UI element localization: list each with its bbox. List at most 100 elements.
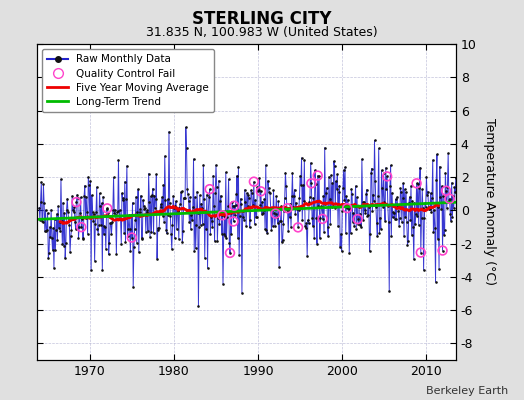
Point bbox=[139, 197, 147, 203]
Point bbox=[380, 199, 388, 205]
Point bbox=[150, 192, 158, 199]
Point bbox=[390, 210, 398, 216]
Point bbox=[311, 167, 319, 174]
Point bbox=[132, 194, 140, 200]
Point bbox=[328, 180, 336, 186]
Point bbox=[247, 190, 256, 196]
Point bbox=[205, 186, 214, 192]
Point bbox=[237, 200, 245, 207]
Point bbox=[263, 227, 271, 234]
Point bbox=[387, 233, 396, 240]
Point bbox=[162, 227, 170, 233]
Point bbox=[406, 217, 414, 224]
Point bbox=[95, 222, 103, 228]
Point bbox=[83, 208, 91, 215]
Point bbox=[421, 204, 430, 210]
Point bbox=[436, 194, 445, 200]
Point bbox=[71, 219, 79, 225]
Point bbox=[220, 213, 228, 219]
Point bbox=[125, 212, 133, 219]
Point bbox=[282, 183, 290, 190]
Point bbox=[49, 225, 58, 231]
Point bbox=[377, 226, 385, 232]
Point bbox=[279, 220, 288, 227]
Point bbox=[361, 206, 369, 213]
Point bbox=[72, 199, 81, 205]
Point bbox=[238, 208, 247, 214]
Point bbox=[344, 196, 352, 203]
Point bbox=[104, 251, 113, 258]
Point bbox=[99, 193, 107, 200]
Point bbox=[402, 189, 410, 195]
Point bbox=[84, 174, 93, 180]
Point bbox=[280, 195, 289, 202]
Point bbox=[118, 190, 126, 196]
Point bbox=[72, 199, 81, 205]
Point bbox=[347, 186, 356, 192]
Point bbox=[54, 203, 62, 210]
Point bbox=[193, 210, 202, 216]
Point bbox=[67, 233, 75, 239]
Point bbox=[394, 202, 402, 209]
Point bbox=[343, 205, 352, 211]
Point bbox=[351, 203, 359, 210]
Point bbox=[193, 188, 201, 195]
Point bbox=[166, 200, 174, 206]
Point bbox=[359, 216, 367, 223]
Point bbox=[218, 212, 226, 218]
Point bbox=[203, 265, 212, 271]
Point bbox=[194, 303, 203, 309]
Point bbox=[454, 210, 463, 216]
Point bbox=[389, 209, 398, 215]
Point bbox=[133, 209, 141, 216]
Point bbox=[121, 239, 129, 245]
Point bbox=[36, 198, 45, 205]
Point bbox=[254, 188, 262, 194]
Point bbox=[86, 178, 95, 184]
Point bbox=[87, 267, 95, 273]
Point bbox=[179, 228, 187, 234]
Point bbox=[39, 219, 47, 225]
Point bbox=[307, 160, 315, 166]
Point bbox=[445, 196, 453, 203]
Point bbox=[75, 224, 83, 230]
Point bbox=[447, 180, 456, 186]
Text: STERLING CITY: STERLING CITY bbox=[192, 10, 332, 28]
Point bbox=[398, 219, 406, 226]
Point bbox=[425, 206, 433, 212]
Point bbox=[174, 236, 183, 242]
Point bbox=[40, 200, 48, 207]
Point bbox=[267, 226, 276, 233]
Point bbox=[202, 225, 210, 232]
Point bbox=[90, 211, 98, 218]
Point bbox=[79, 234, 87, 241]
Point bbox=[58, 241, 67, 247]
Point bbox=[375, 230, 384, 236]
Point bbox=[379, 170, 388, 176]
Point bbox=[249, 202, 257, 208]
Point bbox=[160, 218, 168, 225]
Point bbox=[46, 234, 54, 240]
Point bbox=[450, 204, 458, 211]
Point bbox=[368, 208, 377, 214]
Point bbox=[292, 206, 301, 212]
Point bbox=[356, 210, 365, 217]
Point bbox=[424, 204, 433, 210]
Point bbox=[70, 204, 79, 210]
Point bbox=[103, 205, 112, 212]
Point bbox=[178, 188, 186, 194]
Point bbox=[168, 222, 177, 228]
Point bbox=[364, 212, 373, 218]
Point bbox=[63, 195, 71, 202]
Point bbox=[385, 288, 394, 294]
Point bbox=[289, 204, 297, 210]
Point bbox=[220, 231, 228, 238]
Point bbox=[110, 174, 118, 181]
Point bbox=[180, 195, 188, 202]
Point bbox=[222, 169, 230, 176]
Point bbox=[298, 217, 307, 224]
Point bbox=[261, 162, 270, 168]
Point bbox=[234, 235, 242, 242]
Point bbox=[378, 185, 386, 191]
Point bbox=[152, 171, 160, 177]
